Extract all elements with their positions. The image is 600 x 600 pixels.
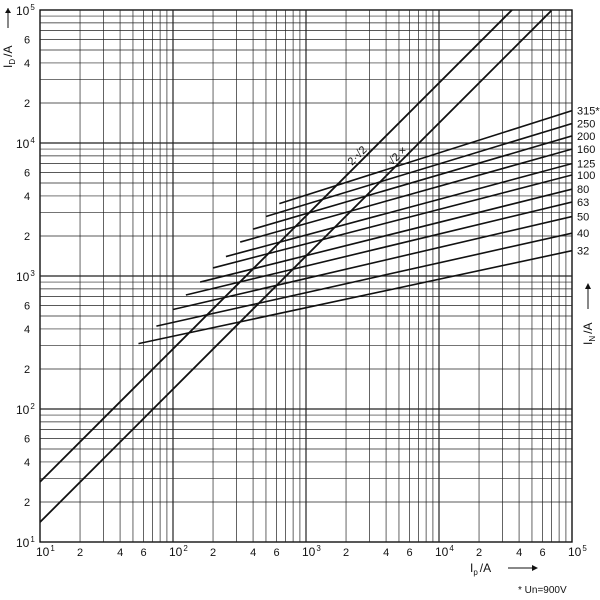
- x-tick-label: 105: [568, 544, 587, 559]
- x-tick-label: 6: [140, 547, 146, 559]
- envelope-line: [40, 10, 553, 523]
- rating-label: 100: [577, 170, 595, 182]
- x-tick-label: 103: [302, 544, 321, 559]
- rating-line: [138, 249, 572, 345]
- rating-label: 63: [577, 197, 589, 209]
- rating-line: [225, 162, 572, 258]
- y-tick-label: 6: [24, 168, 30, 180]
- rating-label: 125: [577, 159, 595, 171]
- tick-labels: 101 102 103 104 105 2 4 6 2 4 6 2 4 6 2 4 6 101 102 103 104 1…: [16, 3, 587, 559]
- rating-label: 80: [577, 184, 589, 196]
- rating-line: [265, 122, 572, 218]
- rating-axis-title: IN/A: [581, 283, 597, 345]
- envelope-label: 2·√2: [346, 144, 370, 168]
- rating-line: [156, 232, 572, 327]
- rating-line: [239, 148, 572, 243]
- x-axis-title: Ip/A: [470, 561, 538, 577]
- rating-label: 32: [577, 246, 589, 258]
- x-tick-label: 2: [210, 547, 216, 559]
- svg-text:IN/A: IN/A: [581, 323, 597, 345]
- y-tick-label: 4: [24, 191, 30, 203]
- y-tick-label: 2: [24, 364, 30, 376]
- x-tick-label: 101: [36, 544, 55, 559]
- y-tick-label: 102: [16, 402, 35, 417]
- x-tick-label: 6: [273, 547, 279, 559]
- y-tick-label: 6: [24, 434, 30, 446]
- y-tick-label: 4: [24, 457, 30, 469]
- y-tick-label: 101: [16, 535, 35, 550]
- envelope-label: √2 ×: [386, 144, 410, 168]
- y-tick-label: 2: [24, 231, 30, 243]
- y-tick-label: 4: [24, 324, 30, 336]
- x-tick-label: 6: [539, 547, 545, 559]
- y-tick-label: 4: [24, 58, 30, 70]
- x-tick-label: 4: [117, 547, 123, 559]
- x-tick-label: 104: [435, 544, 454, 559]
- x-tick-label: 4: [383, 547, 389, 559]
- y-tick-label: 2: [24, 98, 30, 110]
- rating-line: [199, 188, 572, 283]
- rating-label: 250: [577, 119, 595, 131]
- y-tick-label: 105: [16, 3, 35, 18]
- rating-label: 40: [577, 228, 589, 240]
- x-tick-label: 2: [77, 547, 83, 559]
- x-tick-label: 2: [343, 547, 349, 559]
- rating-line: [212, 174, 572, 269]
- y-tick-label: 103: [16, 269, 35, 284]
- x-tick-label: 4: [516, 547, 522, 559]
- y-tick-label: 104: [16, 136, 35, 151]
- clipped-lines: [40, 10, 572, 523]
- svg-text:Ip/A: Ip/A: [470, 561, 491, 577]
- rating-line: [252, 135, 572, 230]
- y-tick-label: 6: [24, 301, 30, 313]
- x-tick-label: 4: [250, 547, 256, 559]
- y-tick-label: 6: [24, 35, 30, 47]
- rating-label: 50: [577, 212, 589, 224]
- rating-line: [185, 201, 572, 296]
- x-tick-label: 6: [406, 547, 412, 559]
- x-tick-label: 2: [476, 547, 482, 559]
- y-axis-title: ID/A: [1, 8, 17, 68]
- rating-label: 315*: [577, 106, 600, 118]
- footnote: * Un=900V: [518, 585, 567, 596]
- rating-line: [279, 109, 572, 205]
- x-tick-label: 102: [169, 544, 188, 559]
- plot-grid: [39, 9, 573, 543]
- rating-label: 200: [577, 131, 595, 143]
- svg-text:ID/A: ID/A: [1, 46, 17, 68]
- rating-label: 160: [577, 144, 595, 156]
- rating-line: [172, 215, 572, 311]
- y-tick-label: 2: [24, 497, 30, 509]
